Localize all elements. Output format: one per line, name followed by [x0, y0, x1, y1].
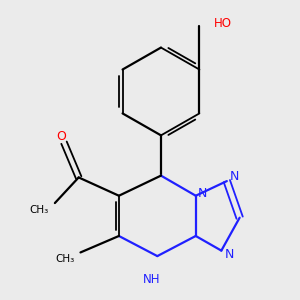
Text: N: N	[230, 170, 240, 183]
Text: HO: HO	[214, 17, 232, 30]
Text: CH₃: CH₃	[29, 206, 48, 215]
Text: CH₃: CH₃	[56, 254, 75, 264]
Text: O: O	[56, 130, 66, 142]
Text: N: N	[225, 248, 234, 262]
Text: NH: NH	[143, 273, 160, 286]
Text: N: N	[198, 188, 207, 200]
